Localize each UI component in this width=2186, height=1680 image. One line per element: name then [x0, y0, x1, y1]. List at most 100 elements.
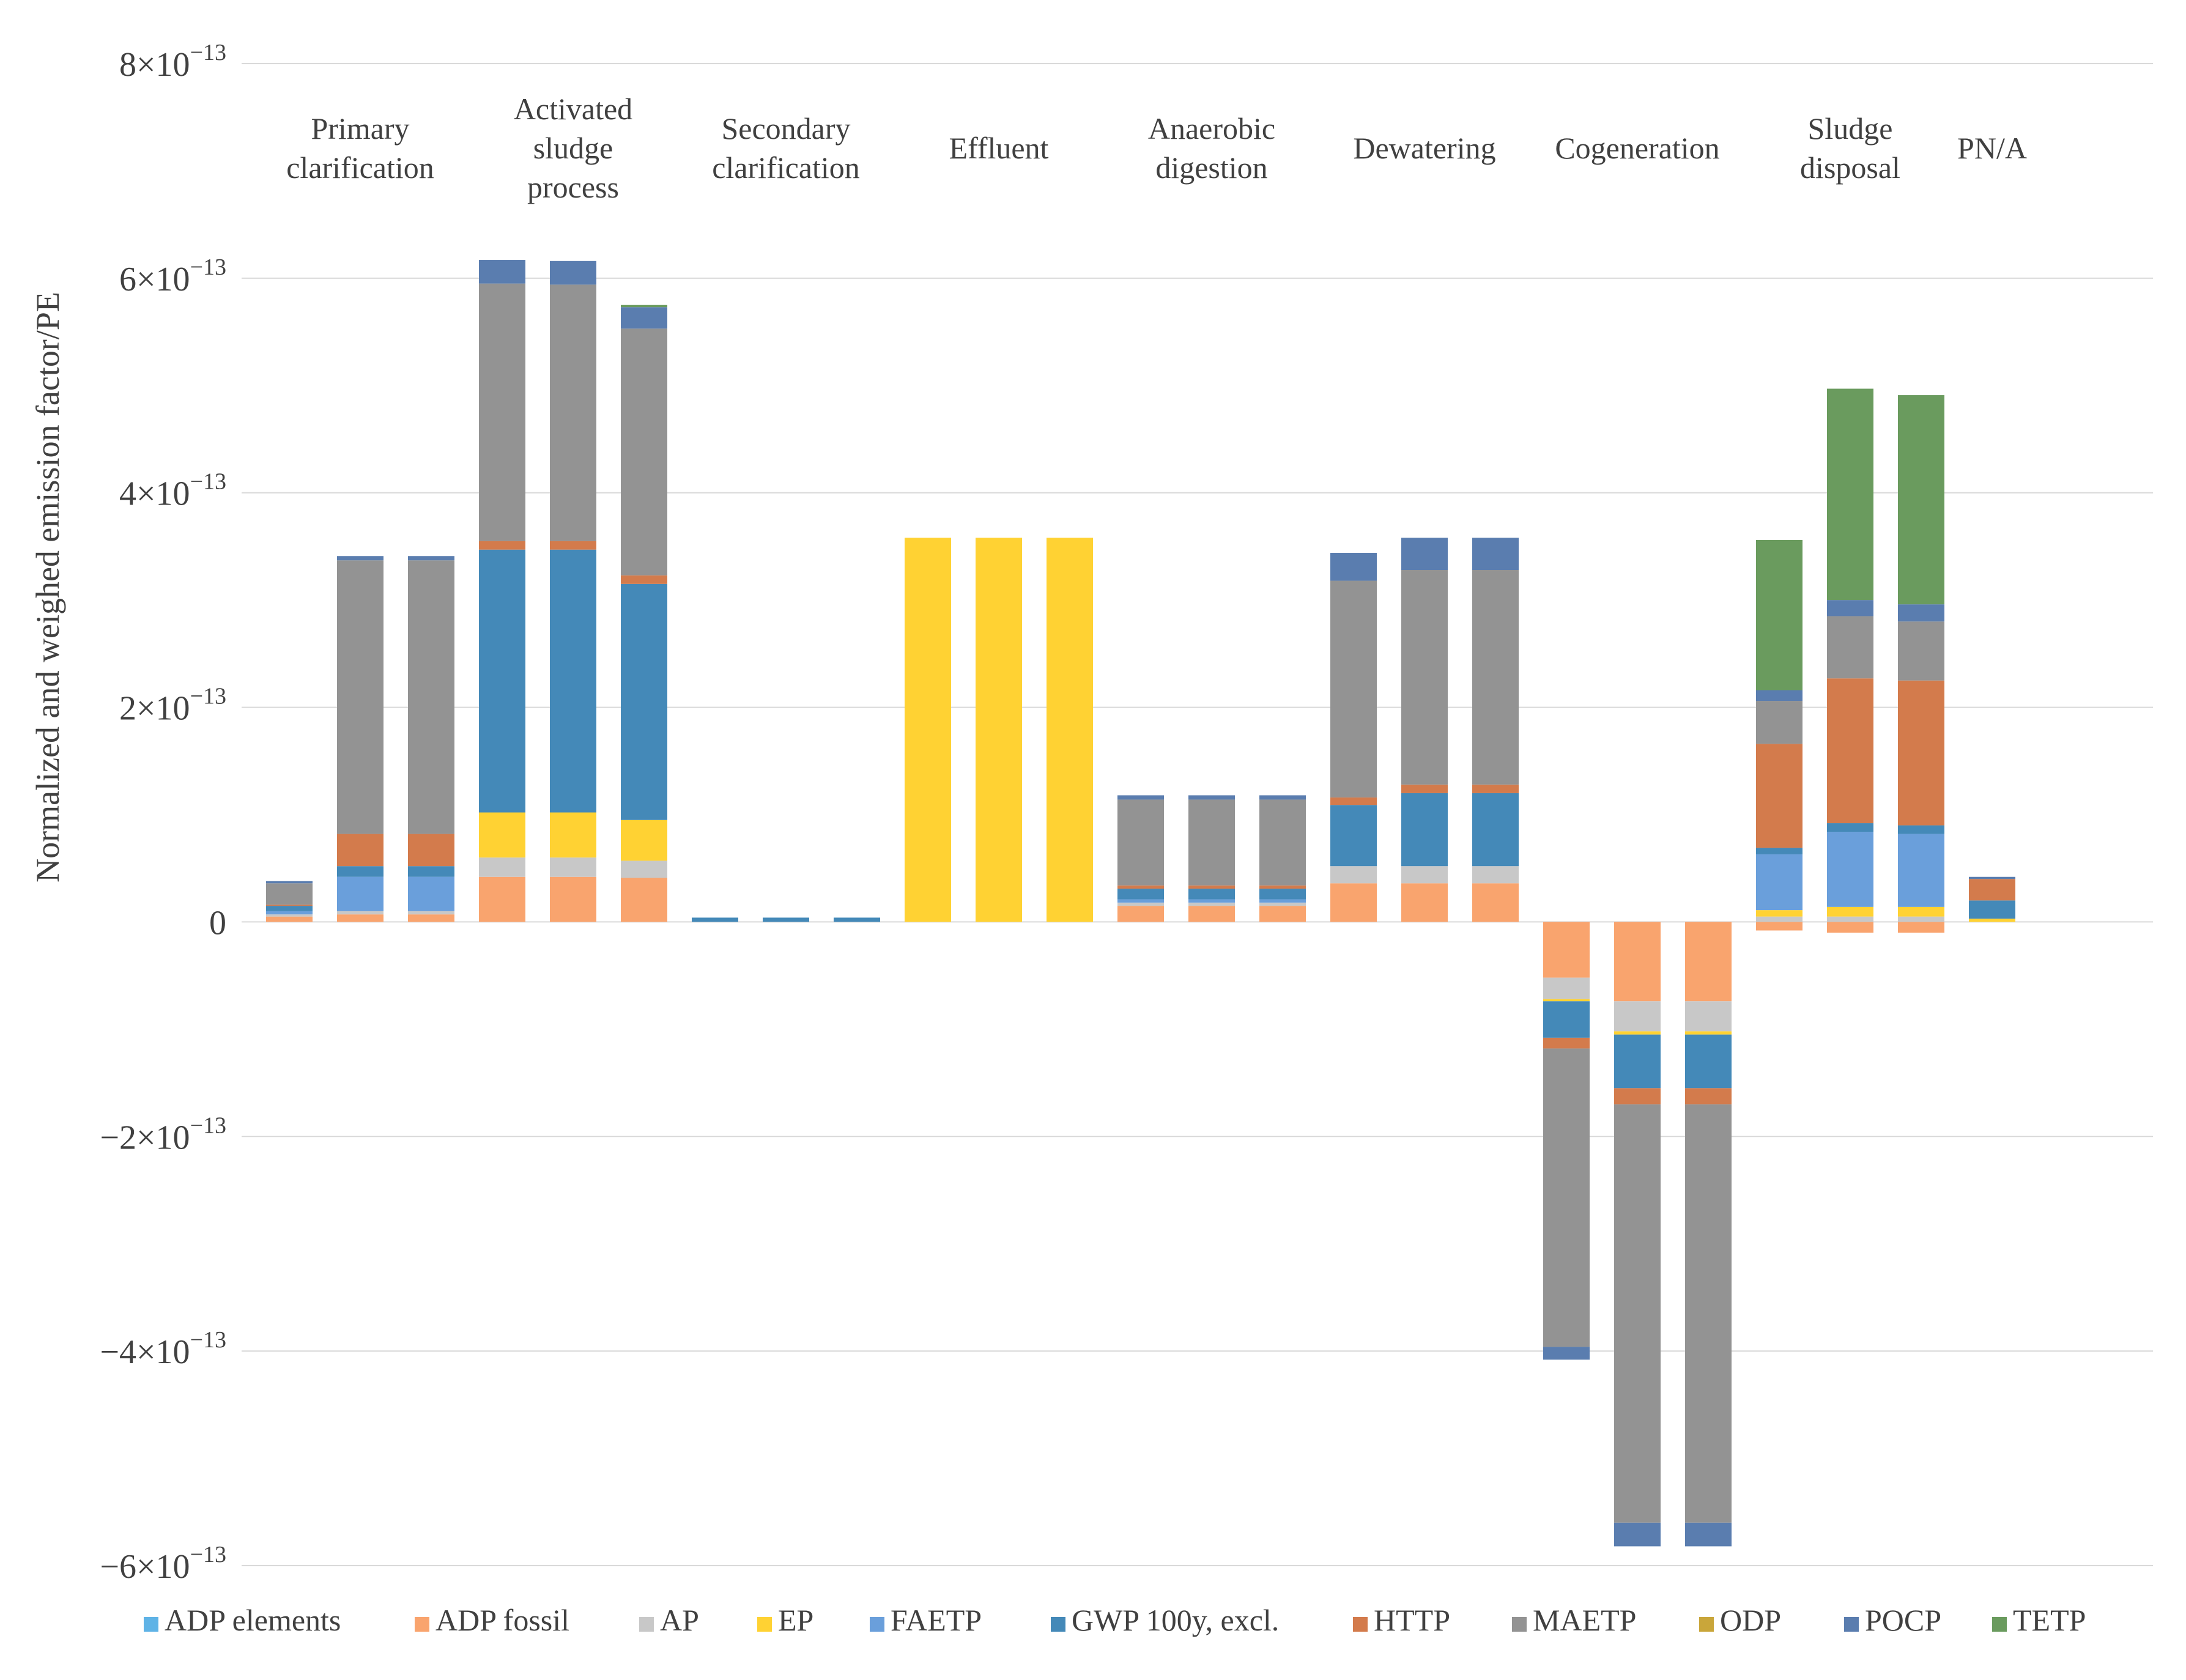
bar-segment — [1117, 899, 1164, 903]
bar-segment — [1756, 690, 1803, 701]
bar-segment — [1827, 922, 1873, 933]
group-label: PN/A — [1957, 131, 2027, 165]
bar-segment — [1614, 1001, 1661, 1032]
group-label-line: Sludge — [1808, 111, 1893, 146]
bar-segment — [621, 820, 667, 861]
legend-swatch — [1051, 1617, 1065, 1632]
bar-segment — [1401, 883, 1448, 922]
y-tick-base: 0 — [209, 904, 226, 942]
legend-item: HTTP — [1353, 1603, 1450, 1637]
bar-segment — [408, 560, 454, 834]
group-label-line: Cogeneration — [1555, 131, 1719, 165]
bar-segment — [1188, 889, 1235, 900]
y-tick-mid: ×10 — [136, 475, 190, 513]
bar-stack — [1117, 795, 1164, 922]
bar-segment — [1898, 922, 1944, 933]
bar-segment — [1614, 1031, 1661, 1035]
legend-label: MAETP — [1533, 1603, 1636, 1637]
legend-swatch — [1699, 1617, 1714, 1632]
bar-stack — [1827, 388, 1873, 933]
bar-segment — [1685, 1001, 1732, 1032]
bar-segment — [1188, 885, 1235, 889]
bar-segment — [266, 906, 313, 911]
bar-segment — [1330, 552, 1377, 581]
bar-segment — [763, 917, 809, 922]
bar-segment — [1969, 876, 2015, 879]
y-tick-mid: ×10 — [136, 1548, 190, 1586]
bar-segment — [1685, 1031, 1732, 1035]
bar-segment — [337, 834, 383, 867]
bar-segment — [1472, 570, 1519, 785]
bar-segment — [1756, 744, 1803, 848]
bar-segment — [550, 284, 596, 541]
legend-swatch — [144, 1617, 158, 1632]
y-tick-exp: −13 — [190, 1542, 226, 1567]
legend-label: EP — [778, 1603, 813, 1637]
legend-label: TETP — [2013, 1603, 2086, 1637]
bar-segment — [550, 812, 596, 858]
bar-segment — [1898, 834, 1944, 907]
bar-segment — [266, 911, 313, 915]
y-tick-mid: ×10 — [136, 690, 190, 728]
bar-segment — [1685, 1104, 1732, 1523]
bar-stack — [266, 881, 313, 922]
bar-segment — [1543, 1347, 1590, 1360]
bar-segment — [266, 905, 313, 906]
bar-stack — [1969, 876, 2015, 922]
y-tick-mid: ×10 — [136, 261, 190, 298]
bar-stack — [1756, 539, 1803, 931]
bar-segment — [408, 911, 454, 915]
group-label-line: digestion — [1155, 150, 1267, 185]
bar-segment — [1401, 538, 1448, 571]
bar-segment — [1117, 902, 1164, 906]
bar-segment — [1543, 1001, 1590, 1038]
bar-segment — [1472, 793, 1519, 867]
bar-segment — [1827, 388, 1873, 601]
legend-label: ADP fossil — [435, 1603, 569, 1637]
bar-segment — [621, 307, 667, 329]
bar-stack — [1188, 795, 1235, 922]
bar-segment — [1047, 538, 1093, 922]
group-label-line: Dewatering — [1353, 131, 1495, 165]
bar-stack — [1472, 538, 1519, 922]
group-label: Primary clarification — [286, 111, 434, 185]
bar-segment — [1188, 906, 1235, 922]
bar-segment — [1543, 999, 1590, 1002]
bar-segment — [337, 876, 383, 911]
group-label-line: clarification — [712, 150, 860, 185]
legend-item: AP — [639, 1603, 699, 1637]
y-tick-label: 6×10−13 — [119, 254, 226, 298]
bar-segment — [1543, 977, 1590, 999]
bar-segment — [1188, 902, 1235, 906]
bar-segment — [1685, 922, 1732, 1002]
bar-segment — [1827, 616, 1873, 679]
bar-segment — [1259, 799, 1306, 886]
group-label: Anaerobic digestion — [1148, 111, 1275, 185]
bar-segment — [550, 876, 596, 922]
bar-segment — [408, 834, 454, 867]
legend-item: ODP — [1699, 1603, 1781, 1637]
group-label-line: PN/A — [1957, 131, 2027, 165]
bar-segment — [550, 261, 596, 285]
y-tick-exp: −13 — [190, 469, 226, 495]
group-label-line: Primary — [311, 111, 409, 146]
bar-segment — [1472, 784, 1519, 793]
bar-segment — [1827, 823, 1873, 832]
bar-segment — [1401, 866, 1448, 884]
y-tick-label: 4×10−13 — [119, 469, 226, 513]
bar-stack — [621, 305, 667, 922]
bar-stack — [408, 556, 454, 922]
legend-item: ADP elements — [144, 1603, 341, 1637]
bar-segment — [834, 917, 880, 922]
legend-item: POCP — [1844, 1603, 1941, 1637]
legend-label: ODP — [1720, 1603, 1781, 1637]
bar-segment — [479, 857, 525, 877]
bar-segment — [1259, 885, 1306, 889]
legend-label: FAETP — [891, 1603, 982, 1637]
bar-segment — [550, 857, 596, 877]
bar-segment — [1117, 799, 1164, 886]
bar-segment — [550, 549, 596, 813]
bar-segment — [1685, 1088, 1732, 1105]
legend-item: EP — [757, 1603, 813, 1637]
